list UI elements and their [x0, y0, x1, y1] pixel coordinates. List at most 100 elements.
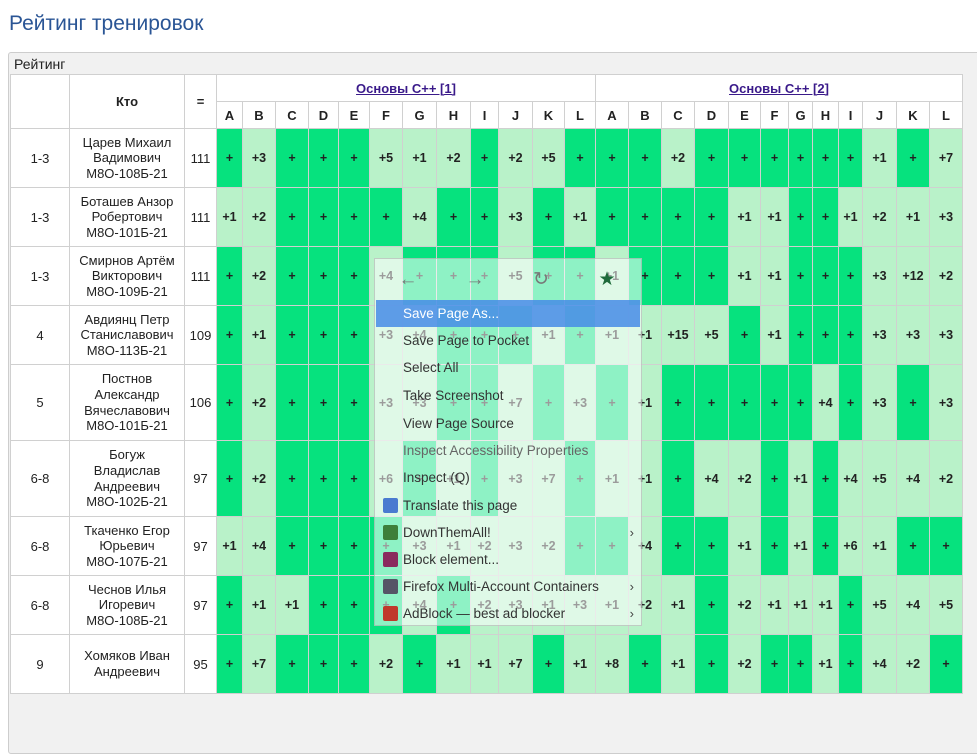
problem-header: B — [242, 101, 276, 129]
score-cell: + — [595, 187, 629, 247]
score-cell: +4 — [402, 187, 437, 247]
menu-item-save-page-as[interactable]: Save Page As... — [376, 300, 640, 327]
menu-item-label: Take Screenshot — [403, 388, 504, 403]
score-cell: + — [275, 128, 309, 188]
score-cell: + — [838, 634, 863, 694]
downthemall-icon — [383, 525, 398, 540]
table-row: 9 Хомяков Иван Андреевич 95 + +7 + + + +2 + +1 +1 +7 +… — [10, 634, 963, 694]
menu-item-view-page-source[interactable]: View Page Source — [376, 410, 640, 437]
score-cell: + — [338, 305, 370, 365]
score-cell: + — [216, 575, 243, 635]
problem-header: G — [402, 101, 437, 129]
name-line: Андреевич — [93, 664, 161, 679]
menu-item-block-element[interactable]: Block element... — [376, 546, 640, 573]
problem-header: L — [929, 101, 963, 129]
score-cell: +1 — [862, 516, 897, 576]
bookmark-star-icon[interactable]: ★ — [598, 269, 616, 290]
problem-header: I — [470, 101, 499, 129]
menu-item-select-all[interactable]: Select All — [376, 354, 640, 381]
score-cell: +1 — [760, 246, 789, 306]
score-cell: +2 — [929, 440, 963, 517]
ublock-icon — [383, 552, 398, 567]
score-cell: + — [896, 364, 930, 441]
name-line: Чеснов Илья — [87, 581, 167, 597]
score-cell: +7 — [498, 634, 533, 694]
name-cell: Постнов Александр Вячеславович М8О-101Б-21 — [69, 364, 185, 441]
rank-cell: 9 — [10, 634, 70, 694]
score-cell: + — [532, 634, 565, 694]
score-cell: + — [694, 187, 729, 247]
score-cell: + — [628, 634, 662, 694]
name-line: Ткаченко Егор — [84, 522, 170, 538]
score-cell: + — [275, 305, 309, 365]
problem-header: F — [760, 101, 789, 129]
problem-header: H — [436, 101, 471, 129]
score-cell: +1 — [788, 440, 813, 517]
score-cell: +3 — [862, 364, 897, 441]
menu-item-adblock-best-ad-blocker[interactable]: AdBlock — best ad blocker › — [376, 600, 640, 627]
score-cell: + — [308, 246, 339, 306]
score-cell: +3 — [929, 187, 963, 247]
score-cell: +2 — [929, 246, 963, 306]
score-cell: + — [216, 128, 243, 188]
name-line: Постнов — [101, 371, 153, 387]
name-line: Авдиянц Петр — [84, 311, 170, 327]
score-cell: +1 — [760, 187, 789, 247]
back-icon[interactable]: ← — [398, 269, 418, 290]
menu-item-save-page-to-pocket[interactable]: Save Page to Pocket — [376, 327, 640, 354]
name-cell: Авдиянц Петр Станиславович М8О-113Б-21 — [69, 305, 185, 365]
score-cell: + — [216, 246, 243, 306]
menu-item-take-screenshot[interactable]: Take Screenshot — [376, 382, 640, 409]
score-cell: +5 — [862, 440, 897, 517]
score-cell: + — [760, 516, 789, 576]
rank-cell: 1-3 — [10, 187, 70, 247]
rank-header — [10, 74, 70, 129]
name-line: Боташев Анзор — [80, 193, 174, 209]
score-cell: +3 — [862, 246, 897, 306]
contest-link[interactable]: Основы C++ [2] — [729, 80, 829, 96]
score-cell: +1 — [862, 128, 897, 188]
score-cell: + — [402, 634, 437, 694]
score-cell: + — [760, 440, 789, 517]
contest-link[interactable]: Основы C++ [1] — [356, 80, 456, 96]
score-cell: +1 — [812, 634, 839, 694]
total-cell: 109 — [184, 305, 217, 365]
translate-icon — [383, 498, 398, 513]
menu-item-inspect-q[interactable]: Inspect (Q) — [376, 464, 640, 491]
total-header: = — [184, 74, 217, 129]
score-cell: + — [595, 128, 629, 188]
containers-icon — [383, 579, 398, 594]
name-line: Станиславович — [80, 327, 174, 343]
total-cell: 111 — [184, 187, 217, 247]
score-cell: +4 — [862, 634, 897, 694]
name-line: М8О-101Б-21 — [86, 224, 168, 240]
score-cell: +3 — [498, 187, 533, 247]
score-cell: +4 — [896, 440, 930, 517]
score-cell: + — [728, 364, 761, 441]
menu-item-inspect-accessibility-properties[interactable]: Inspect Accessibility Properties — [376, 437, 640, 464]
menu-item-firefox-multi-account-containers[interactable]: Firefox Multi-Account Containers › — [376, 573, 640, 600]
score-cell: +8 — [595, 634, 629, 694]
total-cell: 97 — [184, 575, 217, 635]
context-nav-bar: ← → ↻ ★ — [375, 259, 641, 299]
score-cell: + — [812, 516, 839, 576]
name-line: М8О-101Б-21 — [86, 418, 168, 434]
score-cell: +7 — [929, 128, 963, 188]
reload-icon[interactable]: ↻ — [533, 269, 549, 290]
score-cell: + — [896, 516, 930, 576]
score-cell: +1 — [728, 187, 761, 247]
name-cell: Боташев Анзор Робертович М8О-101Б-21 — [69, 187, 185, 247]
score-cell: + — [661, 516, 695, 576]
menu-item-label: Translate this page — [403, 498, 518, 513]
menu-item-translate-this-page[interactable]: Translate this page — [376, 492, 640, 519]
score-cell: + — [369, 187, 403, 247]
score-cell: + — [788, 187, 813, 247]
menu-item-downthemall[interactable]: DownThemAll! › — [376, 519, 640, 546]
score-cell: +5 — [369, 128, 403, 188]
forward-icon[interactable]: → — [465, 269, 485, 290]
score-cell: +3 — [242, 128, 276, 188]
score-cell: + — [470, 187, 499, 247]
score-cell: +1 — [216, 187, 243, 247]
score-cell: + — [812, 187, 839, 247]
score-cell: +3 — [929, 364, 963, 441]
